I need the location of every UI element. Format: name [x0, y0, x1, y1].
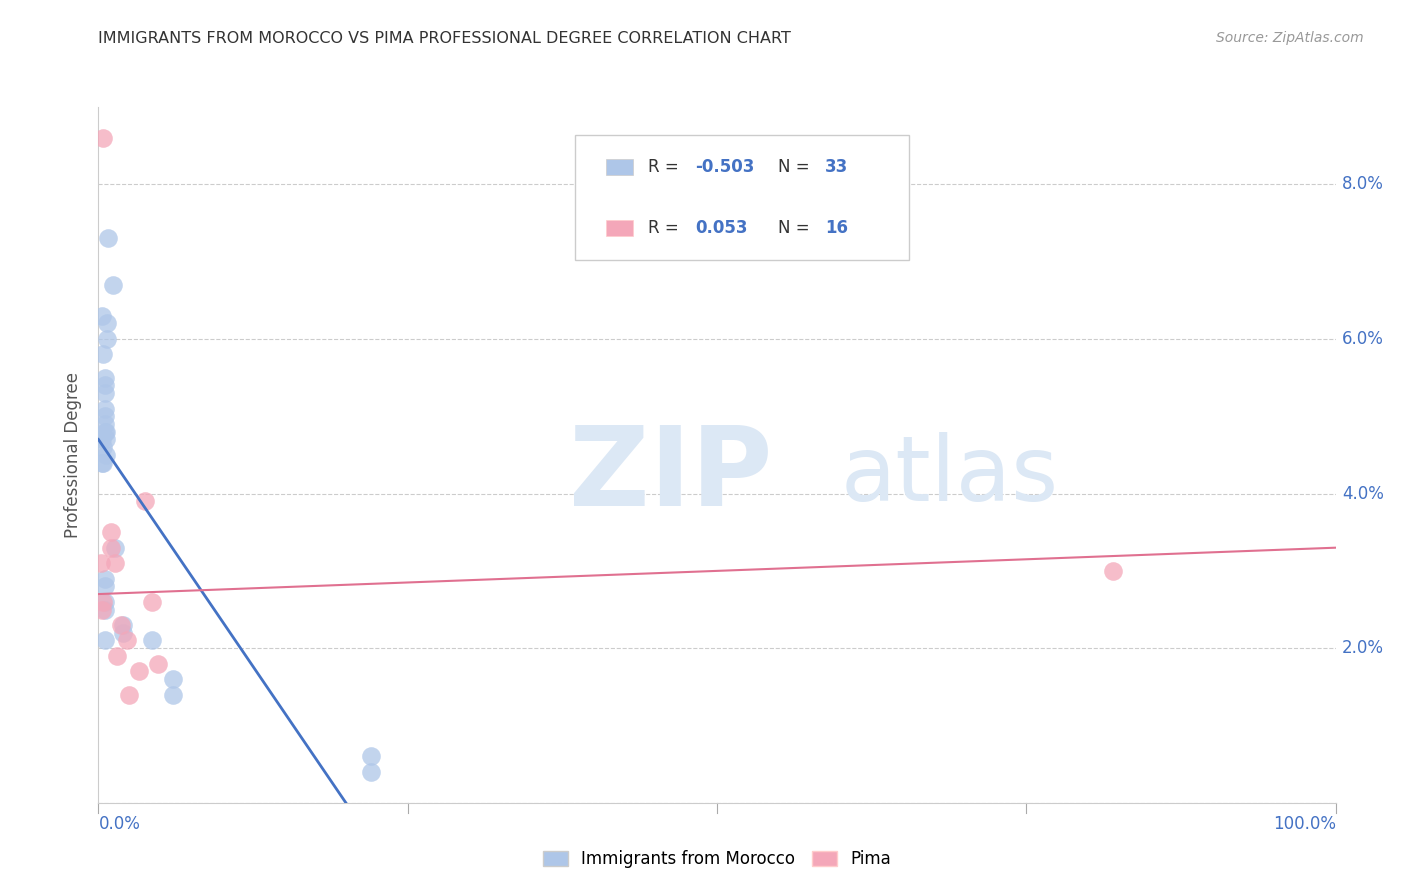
- Point: [93, 347, 115, 361]
- Point: [93, 425, 115, 439]
- Point: [91, 602, 114, 616]
- Point: [360, 749, 382, 764]
- Point: [1102, 564, 1125, 578]
- Text: -0.503: -0.503: [695, 158, 754, 176]
- Text: atlas: atlas: [841, 432, 1059, 520]
- Text: N =: N =: [778, 219, 814, 237]
- Point: [115, 633, 138, 648]
- Point: [93, 595, 115, 609]
- Point: [91, 456, 114, 470]
- Point: [105, 648, 128, 663]
- Point: [134, 494, 156, 508]
- Point: [93, 633, 115, 648]
- Point: [128, 665, 150, 679]
- Point: [103, 556, 125, 570]
- Point: [162, 672, 184, 686]
- Text: IMMIGRANTS FROM MOROCCO VS PIMA PROFESSIONAL DEGREE CORRELATION CHART: IMMIGRANTS FROM MOROCCO VS PIMA PROFESSI…: [98, 31, 792, 46]
- Point: [103, 541, 125, 555]
- Point: [93, 409, 115, 424]
- Point: [100, 525, 122, 540]
- Point: [141, 595, 163, 609]
- Point: [96, 332, 118, 346]
- Point: [93, 386, 115, 401]
- Point: [93, 440, 115, 454]
- Text: 4.0%: 4.0%: [1341, 484, 1384, 502]
- Point: [93, 131, 115, 145]
- Legend: Immigrants from Morocco, Pima: Immigrants from Morocco, Pima: [536, 843, 898, 874]
- FancyBboxPatch shape: [606, 220, 633, 235]
- Point: [93, 401, 115, 416]
- Point: [360, 764, 382, 779]
- Text: 0.0%: 0.0%: [98, 815, 141, 833]
- FancyBboxPatch shape: [606, 159, 633, 175]
- Text: Source: ZipAtlas.com: Source: ZipAtlas.com: [1216, 31, 1364, 45]
- Point: [141, 633, 163, 648]
- Point: [94, 448, 117, 462]
- Point: [91, 309, 114, 323]
- Text: R =: R =: [648, 158, 683, 176]
- Point: [94, 433, 117, 447]
- Point: [93, 378, 115, 392]
- Point: [93, 456, 115, 470]
- Point: [112, 625, 135, 640]
- Text: 2.0%: 2.0%: [1341, 640, 1384, 657]
- Point: [146, 657, 169, 671]
- Text: 33: 33: [825, 158, 848, 176]
- Point: [96, 317, 118, 331]
- Point: [162, 688, 184, 702]
- Point: [110, 618, 132, 632]
- Text: R =: R =: [648, 219, 683, 237]
- Text: ZIP: ZIP: [568, 422, 772, 529]
- Point: [93, 595, 115, 609]
- Y-axis label: Professional Degree: Professional Degree: [65, 372, 83, 538]
- Point: [90, 556, 112, 570]
- Point: [93, 579, 115, 593]
- Text: 16: 16: [825, 219, 848, 237]
- Text: N =: N =: [778, 158, 814, 176]
- Point: [93, 602, 115, 616]
- Text: 0.053: 0.053: [695, 219, 747, 237]
- Point: [100, 541, 122, 555]
- Point: [112, 618, 135, 632]
- Text: 8.0%: 8.0%: [1341, 176, 1384, 194]
- FancyBboxPatch shape: [575, 135, 908, 260]
- Point: [93, 572, 115, 586]
- Point: [97, 231, 120, 245]
- Point: [91, 433, 114, 447]
- Text: 6.0%: 6.0%: [1341, 330, 1384, 348]
- Point: [93, 417, 115, 431]
- Point: [93, 370, 115, 384]
- Point: [118, 688, 141, 702]
- Point: [103, 277, 125, 292]
- Point: [94, 425, 117, 439]
- Text: 100.0%: 100.0%: [1272, 815, 1336, 833]
